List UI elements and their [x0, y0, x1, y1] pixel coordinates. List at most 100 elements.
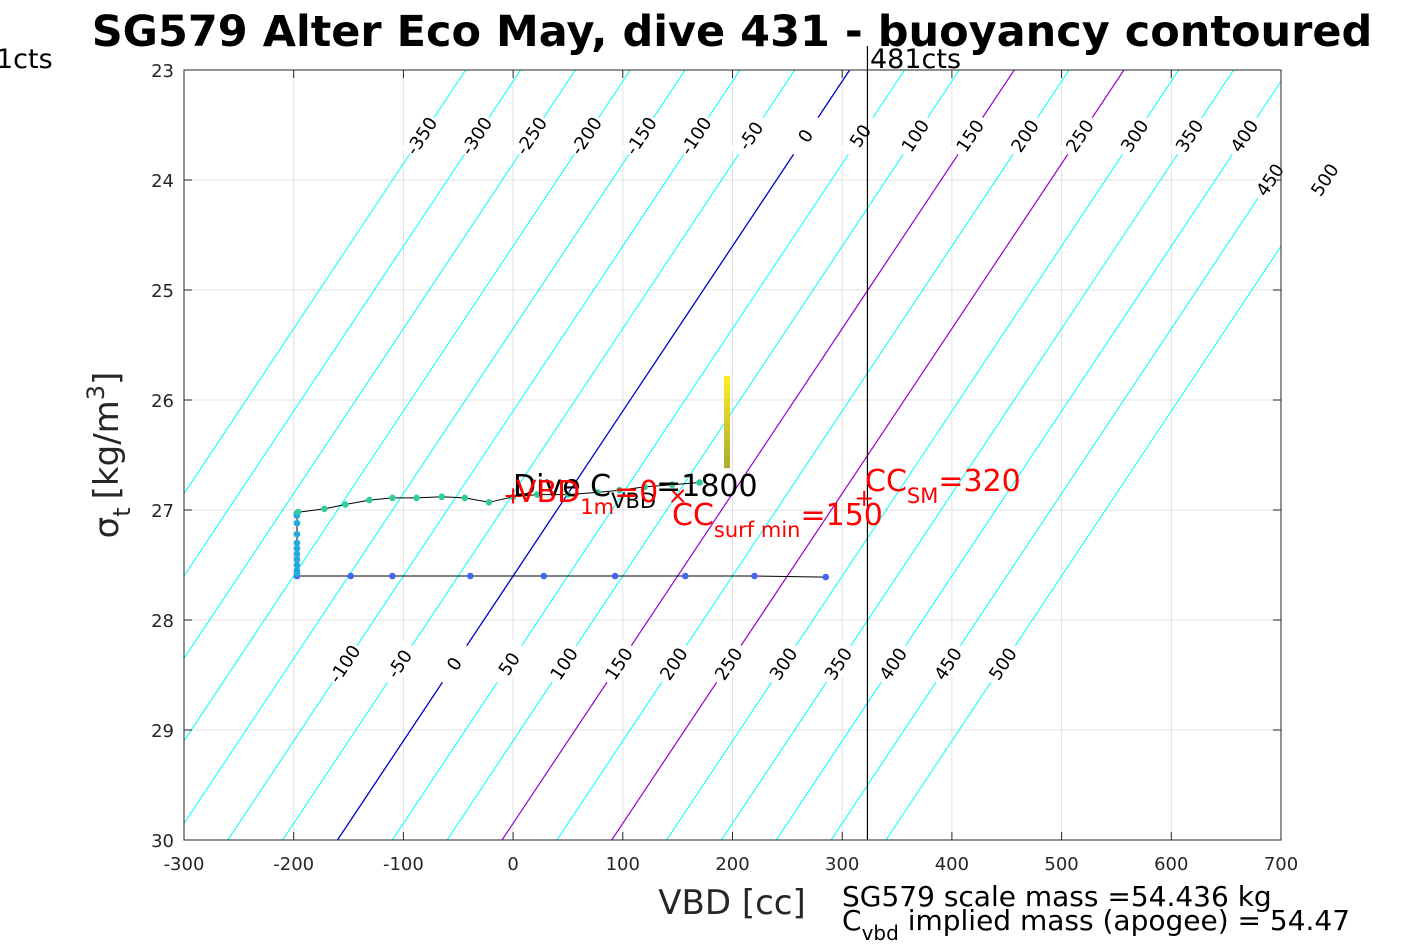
ascent-point [564, 491, 572, 498]
x-tick-label: 700 [1264, 854, 1298, 875]
contour-line [184, 70, 576, 660]
descent-point [822, 573, 830, 581]
contour-label-lower-bg [872, 640, 914, 688]
chart-title: SG579 Alter Eco May, dive 431 - buoyancy… [92, 7, 1373, 57]
contour-line [830, 162, 1281, 840]
contour-label-upper-bg [1059, 112, 1101, 160]
axis-ticks: -300 -200 -100 0 100 200 300 400 500 600 700 23 24 25… [151, 61, 1298, 875]
ascent-point [438, 493, 446, 501]
y-axis-label-sup: 3 [82, 385, 110, 400]
x-tick-label: -300 [164, 854, 205, 875]
ascent-point [294, 508, 302, 516]
y-tick-label: 27 [151, 501, 174, 522]
y-tick-label: 26 [151, 391, 174, 412]
vbd-1m-rest: =0 [614, 475, 658, 510]
y-tick-label: 24 [151, 171, 174, 192]
ascent-point [321, 505, 328, 513]
contour-line [184, 70, 521, 577]
ascent-point [341, 501, 349, 508]
cc-surf-main: CC [672, 498, 714, 533]
contour-line [184, 70, 631, 742]
contour-label-lower-bg [488, 640, 530, 688]
right-cts-label: 481cts [870, 44, 961, 75]
dive-c-vbd-sub: VBD [611, 489, 656, 513]
x-tick-label: 400 [935, 854, 969, 875]
descent-point [611, 572, 619, 580]
bottom-point [293, 530, 301, 538]
ascent-point [533, 491, 541, 498]
y-axis-label-sigma: σ [87, 517, 127, 539]
y-axis-label-unit: [kg/m [87, 400, 127, 499]
descent-point [682, 572, 689, 580]
descent-point [540, 572, 548, 580]
x-tick-label: 100 [606, 854, 640, 875]
implied-mass-text: Cvbd implied mass (apogee) = 54.47 [842, 904, 1350, 945]
x-tick-label: 300 [825, 854, 859, 875]
cc-surf-sub: surf min [714, 518, 801, 542]
y-tick-label: 23 [151, 61, 174, 82]
vbd-1m-annotation: VBD1m=0 [516, 475, 658, 519]
contour-label-upper-bg [949, 112, 991, 160]
bottom-point [293, 567, 301, 574]
contour-line [184, 70, 467, 495]
cc-surf-min-annotation: CCsurf min=150 [672, 498, 883, 542]
dive-c-vbd-rest: =1800 [656, 469, 757, 504]
ascent-point [668, 481, 676, 489]
contour-line [184, 70, 686, 825]
contour-label-lower-bg [543, 640, 585, 688]
contour-label-upper-bg [1169, 112, 1211, 160]
contour-line [391, 70, 905, 840]
contour-label-lower-bg [927, 640, 969, 688]
contour-label-lower-bg [653, 640, 695, 688]
x-tick-label: 500 [1044, 854, 1078, 875]
contour-label-upper-bg [620, 112, 662, 160]
cc-sm-main: CC [865, 464, 907, 499]
contour-line [885, 245, 1281, 840]
vbd-1m-main: VBD [516, 475, 580, 510]
bottom-point [293, 519, 301, 527]
y-tick-label: 25 [151, 281, 174, 302]
ascent-point [594, 489, 601, 496]
ascent-point [413, 494, 420, 502]
contour-line [336, 70, 851, 840]
contour-label-upper-bg [675, 112, 717, 160]
ascent-point [366, 496, 373, 504]
contour-line [721, 70, 1235, 840]
cc-sm-sub: SM [907, 484, 938, 508]
contour-label-lower-bg [763, 640, 805, 688]
contour-label-lower-bg [708, 640, 750, 688]
contour-line [556, 70, 1070, 840]
contour-line [446, 70, 960, 840]
y-axis-label-sub: t [108, 507, 136, 516]
bottom-point [293, 545, 301, 552]
svg-text:σt[kg/m3]: σt [kg/m3] [82, 372, 136, 539]
implied-mass-sub: vbd [862, 921, 899, 945]
contour-label-upper-bg [511, 112, 553, 160]
bottom-point [293, 539, 301, 547]
ascent-point [509, 493, 517, 501]
scale-mass-text: SG579 scale mass =54.436 kg [842, 880, 1272, 913]
cc-surf-rest: =150 [800, 498, 882, 533]
contour-line [501, 70, 1015, 840]
ascent-point [461, 494, 469, 502]
x-tick-label: 200 [715, 854, 749, 875]
contour-label-upper-bg [1304, 156, 1346, 204]
contour-label-upper-bg [1004, 112, 1046, 160]
marker: × [668, 482, 688, 510]
contour-label-lower-bg [324, 640, 366, 688]
annotation-markers: + × + [503, 482, 874, 512]
contour-label-upper-bg [1114, 112, 1156, 160]
x-tick-label: 600 [1154, 854, 1188, 875]
dive-trace [293, 479, 830, 581]
ascent-point [616, 486, 623, 494]
cc-sm-annotation: CCSM=320 [865, 464, 1021, 508]
contour-label-lower-bg [598, 640, 640, 688]
ascent-point [696, 479, 703, 486]
descent-point [751, 572, 758, 580]
bottom-point [293, 550, 301, 558]
contour-line [666, 70, 1180, 840]
contour-label-upper-bg [1249, 156, 1291, 204]
y-tick-label: 30 [151, 831, 174, 852]
contour-label-upper-bg [401, 112, 443, 160]
